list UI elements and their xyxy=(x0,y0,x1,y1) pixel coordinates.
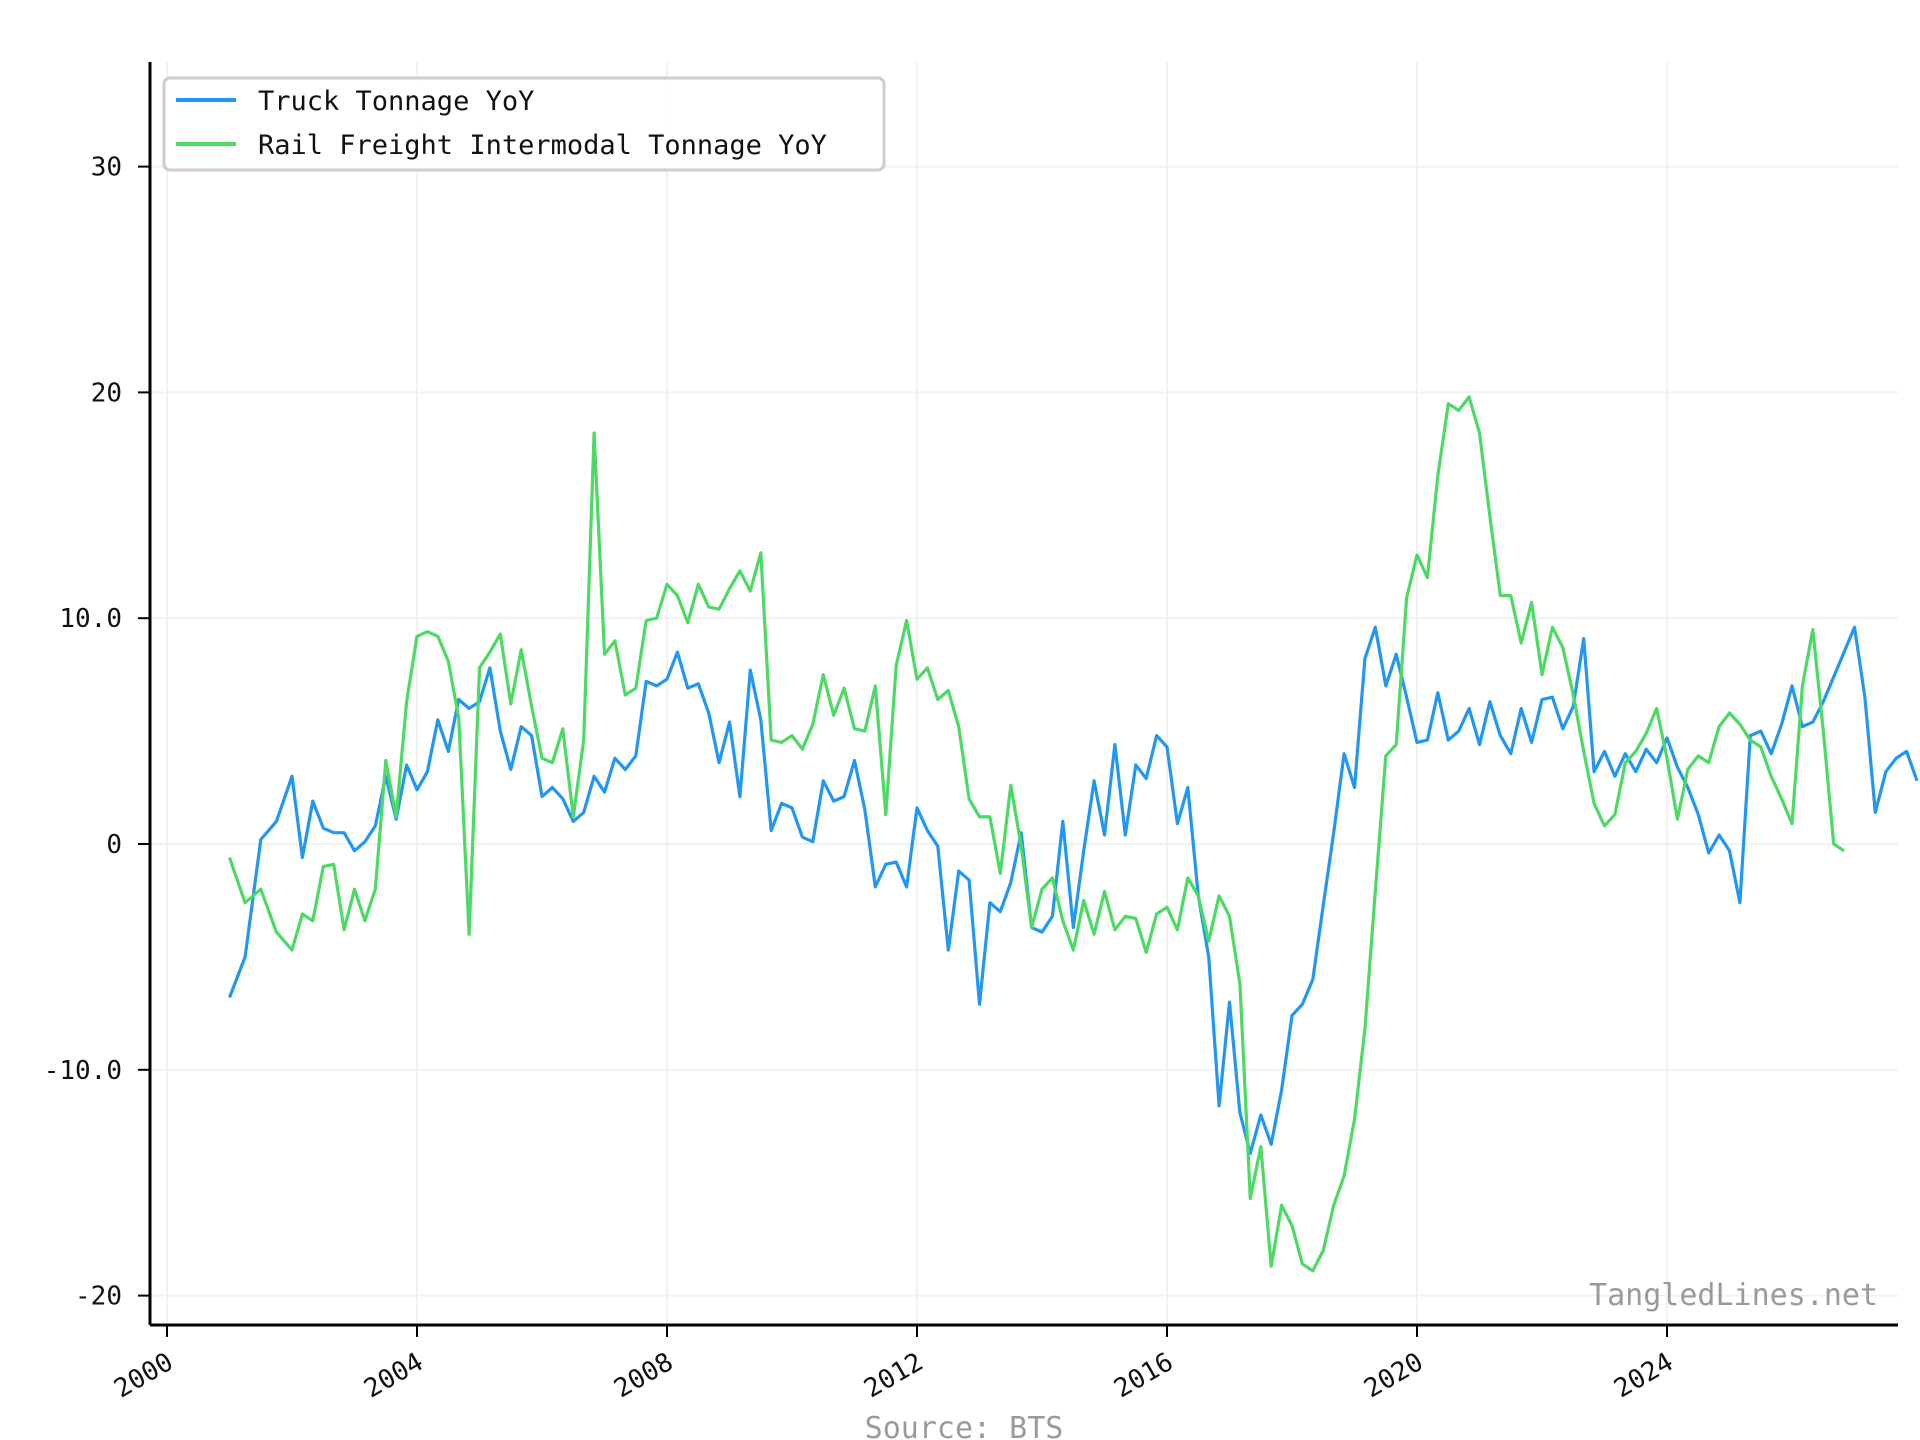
series-line-rail xyxy=(227,395,1845,1273)
y-tick-label: 0 xyxy=(106,830,122,860)
legend-label-truck: Truck Tonnage YoY xyxy=(258,86,534,117)
series-lines xyxy=(227,395,1919,1273)
x-tick-label: 2000 xyxy=(109,1347,178,1404)
legend-label-rail: Rail Freight Intermodal Tonnage YoY xyxy=(258,130,827,161)
series-line-truck xyxy=(228,625,1919,1155)
x-tick-label: 2016 xyxy=(1109,1347,1178,1404)
y-tick-label: -20 xyxy=(75,1282,122,1312)
x-tick-label: 2020 xyxy=(1359,1347,1428,1404)
y-axis-ticks: -20 -10.0 0 10.0 20 30 xyxy=(44,153,150,1312)
axes xyxy=(148,62,1898,1327)
grid-lines xyxy=(150,62,1898,1325)
x-axis-ticks: 2000 2004 2008 2012 2016 2020 2024 xyxy=(109,1325,1679,1404)
legend-box xyxy=(162,76,886,172)
x-tick-label: 2004 xyxy=(359,1347,428,1404)
x-tick-label: 2024 xyxy=(1609,1347,1678,1404)
y-tick-label: -10.0 xyxy=(44,1056,122,1086)
watermark: TangledLines.net xyxy=(1589,1278,1878,1313)
y-tick-label: 20 xyxy=(91,378,122,408)
y-tick-label: 30 xyxy=(91,153,122,183)
source-note: Source: BTS xyxy=(865,1411,1064,1440)
x-tick-label: 2012 xyxy=(859,1347,928,1404)
x-tick-label: 2008 xyxy=(609,1347,678,1404)
legend: Truck Tonnage YoY Rail Freight Intermoda… xyxy=(162,76,886,172)
y-tick-label: 10.0 xyxy=(59,604,122,634)
